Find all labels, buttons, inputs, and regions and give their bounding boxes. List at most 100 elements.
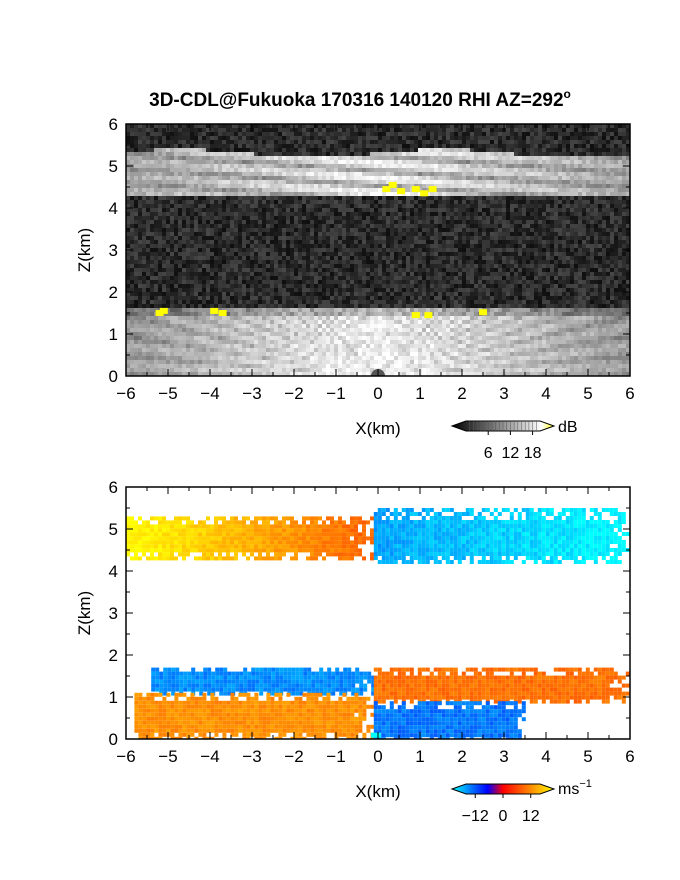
intensity-cell bbox=[370, 268, 374, 272]
intensity-cell bbox=[534, 256, 538, 260]
intensity-cell bbox=[182, 276, 186, 280]
intensity-cell bbox=[534, 164, 538, 168]
intensity-cell bbox=[434, 252, 438, 256]
intensity-cell bbox=[214, 236, 218, 240]
intensity-cell bbox=[462, 188, 466, 192]
intensity-cell bbox=[578, 260, 582, 264]
intensity-cell bbox=[410, 248, 414, 252]
intensity-cell bbox=[534, 240, 538, 244]
intensity-cell bbox=[378, 160, 382, 164]
intensity-cell bbox=[170, 160, 174, 164]
intensity-cell bbox=[618, 192, 622, 196]
intensity-cell bbox=[478, 160, 482, 164]
intensity-cell bbox=[234, 244, 238, 248]
intensity-cell bbox=[622, 168, 626, 172]
intensity-cell bbox=[506, 192, 510, 196]
intensity-cell bbox=[586, 172, 590, 176]
intensity-cell bbox=[330, 208, 334, 212]
intensity-cell bbox=[378, 212, 382, 216]
intensity-cell bbox=[506, 272, 510, 276]
intensity-cell bbox=[294, 196, 298, 200]
intensity-cell bbox=[394, 264, 398, 268]
intensity-cell bbox=[298, 244, 302, 248]
intensity-cell bbox=[178, 240, 182, 244]
intensity-cell bbox=[198, 192, 202, 196]
intensity-cell bbox=[446, 124, 450, 128]
intensity-cell bbox=[354, 164, 358, 168]
intensity-cell bbox=[398, 208, 402, 212]
intensity-cell bbox=[298, 172, 302, 176]
intensity-cell bbox=[226, 260, 230, 264]
intensity-cell bbox=[130, 220, 134, 224]
intensity-cell bbox=[430, 148, 434, 152]
intensity-cell bbox=[262, 128, 266, 132]
intensity-cell bbox=[126, 232, 130, 236]
intensity-cell bbox=[434, 272, 438, 276]
intensity-cell bbox=[246, 248, 250, 252]
intensity-cell bbox=[162, 232, 166, 236]
intensity-cell bbox=[482, 244, 486, 248]
intensity-cell bbox=[214, 160, 218, 164]
intensity-cell bbox=[550, 188, 554, 192]
intensity-cell bbox=[526, 220, 530, 224]
intensity-cell bbox=[302, 264, 306, 268]
intensity-cell bbox=[202, 244, 206, 248]
intensity-cell bbox=[294, 160, 298, 164]
intensity-cell bbox=[514, 268, 518, 272]
intensity-cell bbox=[326, 204, 330, 208]
intensity-cell bbox=[374, 256, 378, 260]
intensity-cell bbox=[198, 152, 202, 156]
intensity-cell bbox=[242, 236, 246, 240]
intensity-cell bbox=[438, 168, 442, 172]
intensity-cell bbox=[514, 152, 518, 156]
intensity-cell bbox=[394, 156, 398, 160]
intensity-cell bbox=[530, 156, 534, 160]
intensity-cell bbox=[294, 204, 298, 208]
intensity-cell bbox=[146, 124, 150, 128]
intensity-cell bbox=[626, 260, 630, 264]
intensity-cell bbox=[558, 232, 562, 236]
intensity-cell bbox=[426, 124, 430, 128]
intensity-cell bbox=[250, 160, 254, 164]
intensity-cell bbox=[602, 152, 606, 156]
intensity-cell bbox=[510, 132, 514, 136]
intensity-cell bbox=[538, 256, 542, 260]
intensity-cell bbox=[494, 208, 498, 212]
intensity-cell bbox=[458, 152, 462, 156]
intensity-cell bbox=[578, 272, 582, 276]
intensity-cell bbox=[150, 240, 154, 244]
intensity-cell bbox=[382, 260, 386, 264]
intensity-cell bbox=[586, 192, 590, 196]
intensity-cell bbox=[230, 188, 234, 192]
intensity-cell bbox=[238, 156, 242, 160]
intensity-cell bbox=[258, 232, 262, 236]
intensity-cell bbox=[546, 196, 550, 200]
intensity-cell bbox=[350, 260, 354, 264]
intensity-cell bbox=[602, 236, 606, 240]
intensity-cell bbox=[370, 184, 374, 188]
intensity-cell bbox=[458, 200, 462, 204]
intensity-cell bbox=[514, 136, 518, 140]
intensity-cell bbox=[254, 160, 258, 164]
intensity-cell bbox=[562, 160, 566, 164]
intensity-cell bbox=[430, 248, 434, 252]
intensity-cell bbox=[454, 136, 458, 140]
intensity-cell bbox=[146, 248, 150, 252]
intensity-cell bbox=[574, 272, 578, 276]
intensity-cell bbox=[382, 128, 386, 132]
intensity-cell bbox=[374, 168, 378, 172]
intensity-cell bbox=[586, 276, 590, 280]
intensity-cell bbox=[574, 196, 578, 200]
intensity-cell bbox=[446, 160, 450, 164]
intensity-cell bbox=[554, 204, 558, 208]
intensity-cell bbox=[286, 184, 290, 188]
intensity-cell bbox=[406, 232, 410, 236]
intensity-cell bbox=[570, 252, 574, 256]
intensity-cell bbox=[434, 220, 438, 224]
intensity-cell bbox=[398, 136, 402, 140]
intensity-cell bbox=[262, 152, 266, 156]
intensity-cell bbox=[458, 260, 462, 264]
intensity-cell bbox=[190, 180, 194, 184]
intensity-cell bbox=[490, 216, 494, 220]
intensity-cell bbox=[206, 248, 210, 252]
